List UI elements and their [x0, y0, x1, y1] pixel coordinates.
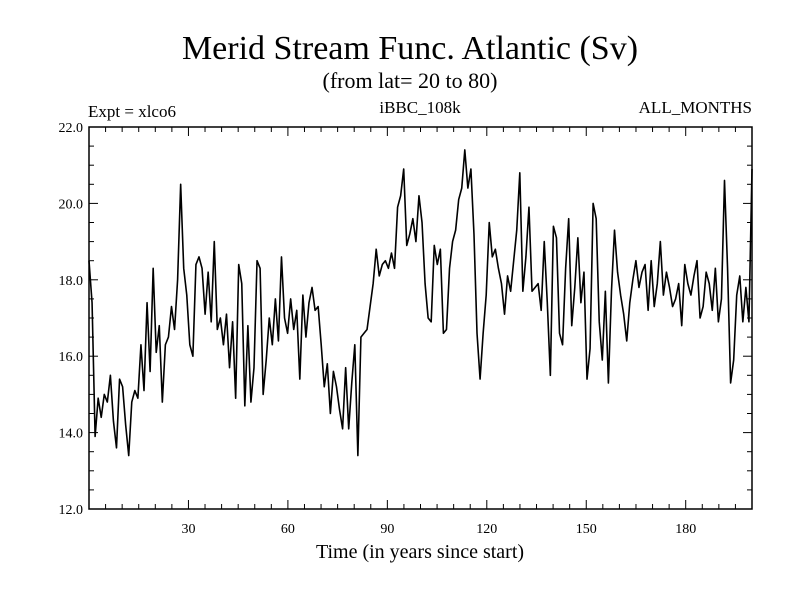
- x-tick-label: 120: [476, 522, 497, 537]
- y-tick-label: 12.0: [59, 503, 84, 518]
- y-tick-label: 20.0: [59, 197, 84, 212]
- x-tick-label: 60: [281, 522, 295, 537]
- x-tick-label: 180: [675, 522, 696, 537]
- x-tick-label: 90: [380, 522, 394, 537]
- y-tick-label: 16.0: [59, 350, 84, 365]
- chart-title: Merid Stream Func. Atlantic (Sv): [182, 30, 638, 67]
- y-tick-label: 18.0: [59, 274, 84, 289]
- plot-frame: [88, 126, 753, 510]
- months-label: ALL_MONTHS: [639, 98, 752, 117]
- series-line-0: [88, 149, 753, 457]
- run-label: iBBC_108k: [379, 98, 461, 117]
- series-layer: [88, 149, 753, 457]
- chart-subtitle: (from lat= 20 to 80): [323, 68, 498, 93]
- x-tick-label: 150: [576, 522, 597, 537]
- y-tick-label: 14.0: [59, 427, 84, 442]
- x-axis: 30 60 90 120 150 180: [105, 127, 736, 537]
- x-tick-label: 30: [181, 522, 195, 537]
- x-axis-label: Time (in years since start): [316, 541, 524, 563]
- y-axis: 12.0 14.0 16.0 18.0 20.0 22.0: [59, 121, 752, 518]
- y-tick-label: 22.0: [59, 121, 84, 136]
- experiment-label: Expt = xlco6: [88, 102, 176, 121]
